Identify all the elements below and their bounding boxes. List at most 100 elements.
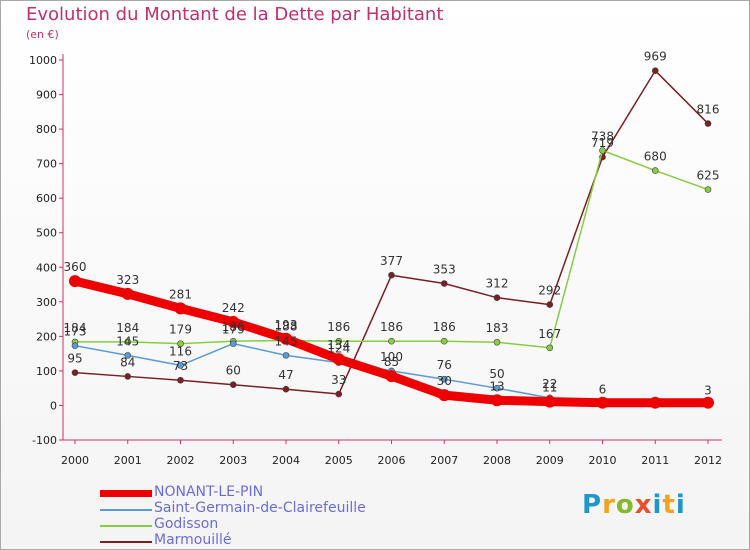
x-tick-label: 2012 <box>694 454 722 467</box>
data-point <box>282 352 290 359</box>
y-tick-label: 1000 <box>29 54 57 67</box>
data-label: 60 <box>226 364 241 378</box>
data-label: 145 <box>116 334 139 348</box>
data-point <box>124 338 132 346</box>
logo-letter: t <box>662 490 676 520</box>
data-label: 3 <box>704 383 712 397</box>
x-tick-label: 2001 <box>114 454 142 467</box>
data-point <box>543 395 556 408</box>
data-point <box>599 147 606 154</box>
data-label: 134 <box>327 338 350 352</box>
data-point <box>440 280 448 287</box>
data-label: 30 <box>437 374 452 388</box>
logo-letter: P <box>582 490 603 520</box>
data-label: 184 <box>116 321 139 335</box>
data-label: 124 <box>327 342 350 356</box>
data-label: 323 <box>116 273 139 287</box>
data-point <box>649 396 662 409</box>
data-label: 242 <box>222 301 245 315</box>
data-label: 184 <box>64 321 87 335</box>
y-tick-label: 600 <box>36 192 57 205</box>
data-point <box>71 369 79 376</box>
x-tick-label: 2009 <box>536 454 564 467</box>
x-tick-label: 2006 <box>378 454 406 467</box>
logo-letter: i <box>652 490 663 520</box>
legend-swatch-marmouille <box>100 541 152 543</box>
data-label: 173 <box>64 325 87 339</box>
data-point <box>546 344 554 352</box>
y-tick-label: -100 <box>32 434 57 447</box>
data-label: 188 <box>275 320 298 334</box>
data-point <box>491 394 503 407</box>
data-label: 312 <box>486 277 509 291</box>
data-point <box>335 390 343 398</box>
data-label: 738 <box>591 130 614 144</box>
data-label: 186 <box>380 320 403 334</box>
logo-letter: i <box>675 490 686 520</box>
legend-swatch-nonant <box>100 490 152 497</box>
y-tick-label: 500 <box>36 227 57 240</box>
data-point <box>385 370 398 383</box>
legend-label-nonant: NONANT-LE-PIN <box>154 484 264 500</box>
data-point <box>229 340 237 347</box>
logo-letter: x <box>634 490 653 520</box>
data-point <box>493 384 501 392</box>
y-tick-label: 900 <box>36 89 57 102</box>
data-label: 186 <box>433 320 456 334</box>
data-label: 292 <box>538 284 561 298</box>
data-point <box>121 287 134 300</box>
data-point <box>332 353 345 366</box>
data-label: 186 <box>327 320 350 334</box>
data-label: 193 <box>275 318 298 332</box>
data-point <box>704 186 712 193</box>
data-label: 167 <box>538 327 561 341</box>
x-tick-label: 2007 <box>430 454 458 467</box>
data-label: 183 <box>486 321 509 335</box>
data-label: 13 <box>489 379 504 393</box>
x-tick-label: 2008 <box>483 454 511 467</box>
data-point <box>124 373 132 380</box>
y-tick-label: 700 <box>36 158 57 171</box>
data-point <box>493 294 501 301</box>
y-tick-label: 100 <box>36 365 57 378</box>
data-point <box>229 381 237 389</box>
legend-label-saint-germain: Saint-Germain-de-Clairefeuille <box>154 500 366 516</box>
data-label: 281 <box>169 287 192 301</box>
data-point <box>388 337 395 345</box>
data-label: 116 <box>169 344 192 358</box>
data-label: 360 <box>64 260 87 274</box>
data-point <box>651 67 659 75</box>
data-point <box>704 120 712 127</box>
data-label: 377 <box>380 254 403 268</box>
data-point <box>438 389 451 402</box>
data-label: 816 <box>697 103 720 117</box>
proxiti-logo: Proxiti <box>582 490 686 520</box>
logo-letter: r <box>602 490 616 520</box>
x-tick-label: 2010 <box>589 454 617 467</box>
data-point <box>596 396 609 409</box>
data-label: 73 <box>173 359 188 373</box>
data-point <box>440 375 448 383</box>
x-tick-label: 2005 <box>325 454 353 467</box>
x-tick-label: 2002 <box>167 454 195 467</box>
y-tick-label: 800 <box>36 123 57 136</box>
data-label: 680 <box>644 150 667 164</box>
data-label: 625 <box>697 169 720 183</box>
data-point <box>651 167 659 174</box>
data-point <box>282 385 290 393</box>
data-label: 179 <box>222 323 245 337</box>
data-point <box>124 352 132 359</box>
data-point <box>71 342 79 349</box>
data-point <box>493 338 501 346</box>
data-point <box>177 362 184 369</box>
data-point <box>177 376 184 384</box>
data-point <box>702 396 714 409</box>
data-label: 47 <box>278 368 293 382</box>
data-point <box>388 271 395 279</box>
x-tick-label: 2004 <box>272 454 300 467</box>
data-label: 85 <box>384 355 399 369</box>
chart-subtitle: (en €) <box>26 28 59 41</box>
chart-title: Evolution du Montant de la Dette par Hab… <box>26 4 444 25</box>
